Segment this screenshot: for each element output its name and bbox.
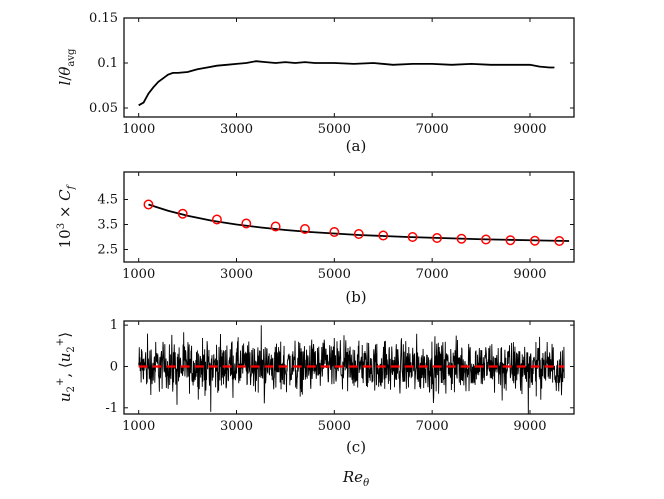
ytick-label-c-2: 1 — [110, 318, 118, 333]
series-b-0 — [148, 203, 570, 242]
panel-c: 1000 3000 5000 7000 9000-101 u2+, ⟨u2+⟩ (c) … — [55, 318, 575, 489]
axes-frame-a — [123, 17, 575, 118]
series-c-0 — [138, 325, 565, 414]
ytick-label-b-2: 4.5 — [97, 193, 118, 208]
marker-b-0 — [143, 199, 154, 210]
xtick-label-b-4: 9000 — [513, 267, 546, 282]
ytick-label-a-2: 0.15 — [89, 11, 118, 26]
series-group-c — [138, 325, 565, 414]
xtick-label-b-2: 5000 — [318, 267, 351, 282]
ylabel-a: l/θavg — [56, 48, 77, 86]
ylabel-c: u2+, ⟨u2+⟩ — [55, 332, 77, 402]
axes-frame-b — [123, 171, 575, 263]
axes-frame-c — [123, 320, 575, 415]
xtick-label-c-1: 3000 — [220, 419, 253, 434]
marker-b-13 — [505, 235, 516, 246]
marker-b-5 — [300, 224, 310, 234]
xtick-label-a-4: 9000 — [513, 122, 546, 137]
xtick-label-c-0: 1000 — [122, 419, 155, 434]
xtick-label-c-2: 5000 — [318, 419, 351, 434]
ytick-label-b-0: 2.5 — [97, 243, 118, 258]
xtick-label-b-3: 7000 — [416, 267, 449, 282]
marker-b-10 — [432, 233, 442, 243]
marker-b-6 — [329, 227, 340, 237]
plot-area-b: 1000 3000 5000 7000 9000 2.5 3.5 4.5 — [97, 172, 574, 282]
panel-a: 1000 3000 5000 7000 9000 0.05 0.1 0.15 l/θavg (… — [56, 11, 575, 155]
marker-b-1 — [177, 208, 188, 219]
plot-area-c: 1000 3000 5000 7000 9000 -1 0 1 — [105, 318, 574, 434]
xtick-label-c-4: 9000 — [513, 419, 546, 434]
marker-b-9 — [407, 232, 418, 242]
ytick-label-a-1: 0.1 — [97, 56, 118, 71]
marker-b-14 — [529, 235, 540, 246]
marker-b-7 — [353, 229, 364, 239]
xlabel-c: Reθ — [342, 468, 369, 489]
xtick-label-a-0: 1000 — [122, 122, 155, 137]
xtick-label-a-3: 7000 — [416, 122, 449, 137]
panel-b: 1000 3000 5000 7000 9000 2.5 3.5 4.5 103 × Cf (… — [56, 171, 575, 306]
marker-b-2 — [211, 214, 222, 225]
xtick-label-b-1: 3000 — [220, 267, 253, 282]
series-a-0 — [138, 60, 555, 107]
xtick-label-b-0: 1000 — [122, 267, 155, 282]
panel-label-b: (b) — [345, 288, 366, 306]
series-group-b — [143, 199, 570, 246]
marker-b-3 — [241, 218, 252, 229]
ytick-label-b-1: 3.5 — [97, 218, 118, 233]
ylabel-b: 103 × Cf — [56, 183, 77, 248]
xtick-label-a-2: 5000 — [318, 122, 351, 137]
marker-b-15 — [554, 236, 565, 246]
panel-label-a: (a) — [346, 137, 367, 155]
xtick-label-c-3: 7000 — [416, 419, 449, 434]
plot-area-a: 1000 3000 5000 7000 9000 0.05 0.1 0.15 — [89, 11, 574, 137]
marker-b-12 — [481, 234, 491, 245]
panel-label-c: (c) — [346, 438, 366, 456]
ytick-label-c-0: -1 — [105, 401, 118, 416]
xtick-label-a-1: 3000 — [220, 122, 253, 137]
marker-b-11 — [456, 233, 467, 244]
ytick-label-a-0: 0.05 — [89, 101, 118, 116]
marker-b-8 — [378, 230, 389, 241]
series-group-a — [138, 60, 555, 107]
ytick-label-c-1: 0 — [110, 359, 118, 374]
marker-b-4 — [270, 221, 281, 232]
